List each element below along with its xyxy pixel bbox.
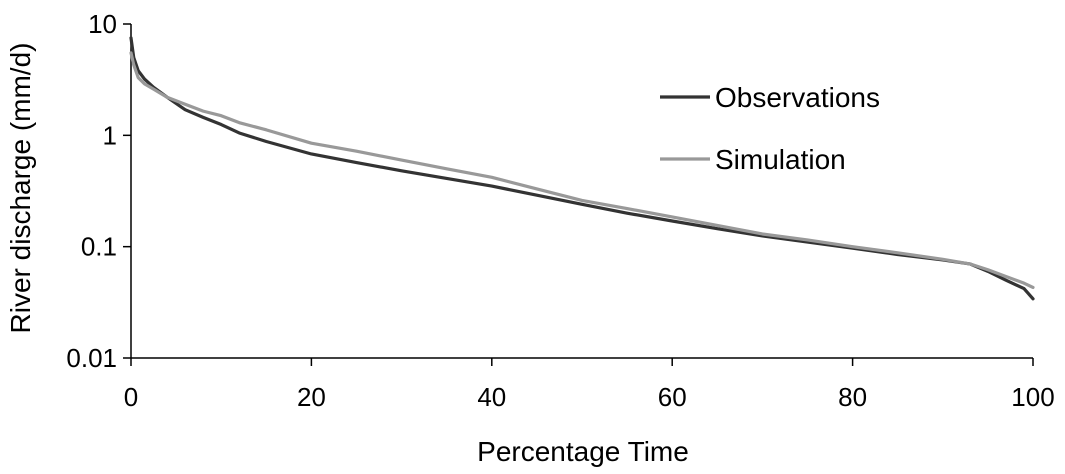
x-tick-label: 0 bbox=[124, 382, 138, 412]
x-tick-label: 60 bbox=[658, 382, 687, 412]
series-line-observations bbox=[129, 36, 1035, 301]
y-axis-title: River discharge (mm/d) bbox=[5, 43, 36, 334]
x-tick-label: 100 bbox=[1011, 382, 1054, 412]
x-tick-label: 80 bbox=[838, 382, 867, 412]
x-tick-label: 20 bbox=[297, 382, 326, 412]
series-line-simulation bbox=[129, 51, 1035, 290]
x-tick-label: 40 bbox=[477, 382, 506, 412]
y-tick-label: 0.1 bbox=[81, 232, 117, 262]
y-tick-label: 0.01 bbox=[66, 343, 117, 373]
y-tick-label: 1 bbox=[103, 120, 117, 150]
legend: Observations Simulation bbox=[660, 82, 880, 175]
x-axis-title: Percentage Time bbox=[477, 436, 689, 467]
y-tick-label: 10 bbox=[88, 9, 117, 39]
series-lines bbox=[129, 36, 1035, 301]
axes bbox=[130, 24, 1033, 359]
legend-label-observations: Observations bbox=[715, 82, 880, 113]
legend-label-simulation: Simulation bbox=[715, 144, 846, 175]
